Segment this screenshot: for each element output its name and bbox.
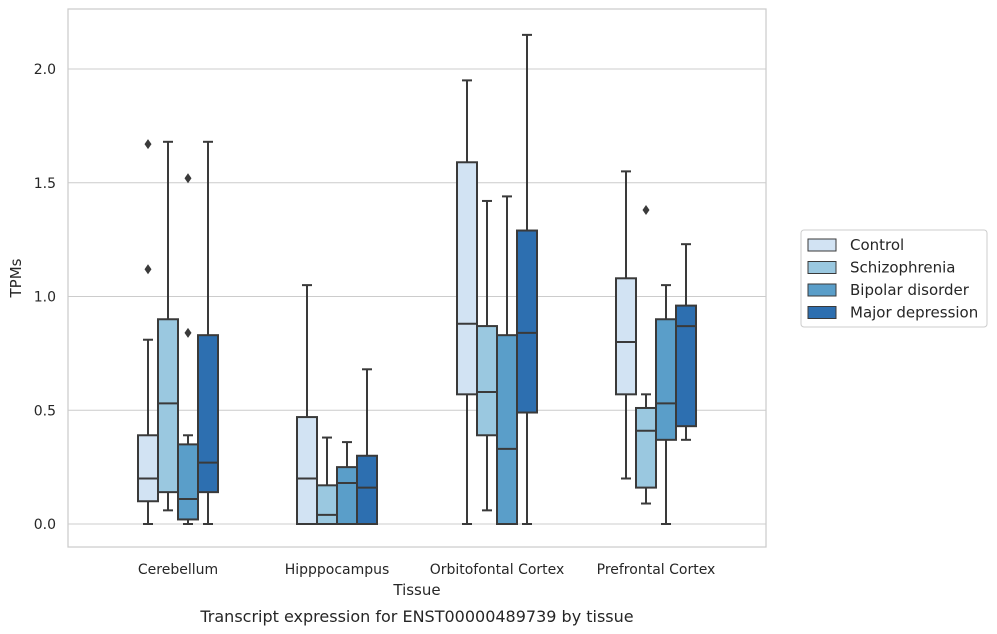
box-group xyxy=(615,170,637,480)
box xyxy=(635,406,657,489)
x-axis-title: Tissue xyxy=(392,581,440,599)
box xyxy=(157,318,179,494)
legend-swatch xyxy=(807,283,837,297)
box xyxy=(456,161,478,396)
box xyxy=(197,334,219,494)
legend-frame xyxy=(800,229,988,328)
y-tick-label: 0.5 xyxy=(34,403,56,419)
legend-swatch xyxy=(807,261,837,274)
y-tick-label: 0.0 xyxy=(34,517,56,533)
box-group xyxy=(476,199,498,512)
y-tick-label: 2.0 xyxy=(34,62,56,78)
box-group xyxy=(635,205,657,505)
legend-label: Control xyxy=(850,236,904,254)
outlier-point xyxy=(184,327,192,338)
box xyxy=(177,443,199,521)
box-group xyxy=(456,79,478,525)
outlier-point xyxy=(184,173,192,184)
outlier-point xyxy=(642,205,650,216)
box-group xyxy=(496,195,518,525)
legend-swatch xyxy=(807,306,837,319)
y-axis-title: TPMs xyxy=(7,258,25,298)
box-group xyxy=(177,173,199,525)
box xyxy=(655,318,677,441)
legend-label: Major depression xyxy=(850,304,978,322)
box xyxy=(356,454,378,525)
box xyxy=(496,334,518,525)
legend-label: Bipolar disorder xyxy=(850,281,970,299)
box-group xyxy=(197,140,219,525)
plot-area-frame xyxy=(67,8,767,548)
x-tick-label: Orbitofontal Cortex xyxy=(430,562,565,578)
legend: Control Schizophrenia Bipolar disorder Majo… xyxy=(800,229,988,328)
box-series-group xyxy=(137,33,697,526)
x-tick-label: Prefrontal Cortex xyxy=(597,562,716,578)
box-group xyxy=(356,368,378,525)
x-tick-label: Hipppocampus xyxy=(285,562,390,578)
box-group xyxy=(316,436,338,526)
box-group xyxy=(336,441,358,525)
series-schizophrenia xyxy=(157,140,657,526)
y-axis-ticks: 0.0 0.5 1.0 1.5 2.0 xyxy=(34,62,56,533)
box-group xyxy=(655,284,677,525)
series-bipolar-disorder xyxy=(177,173,677,525)
legend-swatch xyxy=(807,238,837,252)
x-tick-label: Cerebellum xyxy=(138,562,218,578)
chart-caption: Transcript expression for ENST0000048973… xyxy=(199,607,633,626)
y-tick-label: 1.5 xyxy=(34,176,56,192)
box xyxy=(137,434,159,503)
legend-label: Schizophrenia xyxy=(850,259,955,277)
box-group xyxy=(516,33,538,525)
box-group xyxy=(137,139,159,525)
box-group xyxy=(157,140,179,512)
x-axis-ticks: Cerebellum Hipppocampus Orbitofontal Corte… xyxy=(138,562,715,578)
box xyxy=(336,466,358,525)
box-group xyxy=(296,284,318,526)
box xyxy=(516,229,538,414)
outlier-point xyxy=(144,139,152,150)
outlier-point xyxy=(144,264,152,275)
series-major-depression xyxy=(197,33,697,525)
box-group xyxy=(675,243,697,441)
box xyxy=(615,277,637,396)
box xyxy=(675,304,697,428)
box xyxy=(476,325,498,437)
y-tick-label: 1.0 xyxy=(34,290,56,306)
box xyxy=(316,484,338,526)
box xyxy=(296,416,318,526)
